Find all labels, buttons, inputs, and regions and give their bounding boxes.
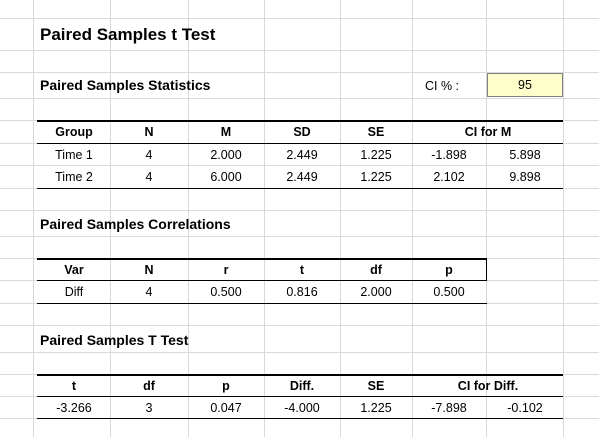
ttest-col-p: p [222,379,230,393]
corr-cell: 4 [145,285,153,299]
page-title: Paired Samples t Test [40,25,216,44]
stats-cell: 2.449 [286,148,318,162]
stats-cell: 1.225 [360,170,392,184]
ttest-col-ci: CI for Diff. [457,379,519,393]
correlations-heading: Paired Samples Correlations [40,216,231,232]
ttest-col-t: t [71,379,77,393]
corr-col-r: r [223,263,229,277]
ci-input-cell[interactable]: 95 [487,73,563,97]
stats-cell: 4 [145,148,153,162]
ci-label: CI % : [425,79,460,93]
corr-cell: 0.500 [210,285,242,299]
ttest-col-df: df [143,379,155,393]
stats-cell: 9.898 [509,170,541,184]
correlations-top-rule [37,258,487,260]
correlations-bottom-rule [37,303,487,304]
stats-col-sd: SD [293,125,311,139]
corr-col-n: N [144,263,154,277]
ttest-cell: -3.266 [56,401,92,415]
ttest-cell: -0.102 [507,401,543,415]
ttest-top-rule [37,374,563,376]
corr-cell: Diff [64,285,84,299]
stats-cell: 2.102 [433,170,465,184]
statistics-heading: Paired Samples Statistics [40,77,211,93]
corr-col-t: t [299,263,305,277]
ttest-cell: 3 [145,401,153,415]
ttest-header-rule [37,396,563,397]
ttest-cell: 1.225 [360,401,392,415]
stats-cell: 1.225 [360,148,392,162]
stats-col-se: SE [367,125,385,139]
ttest-bottom-rule [37,418,563,419]
corr-cell: 0.816 [286,285,318,299]
stats-cell: 5.898 [509,148,541,162]
stats-col-ci: CI for M [464,125,512,139]
ttest-cell: -4.000 [284,401,320,415]
statistics-bottom-rule [37,188,563,189]
stats-cell: 6.000 [210,170,242,184]
stats-cell: -1.898 [431,148,467,162]
corr-cell: 2.000 [360,285,392,299]
stats-cell: 2.000 [210,148,242,162]
stats-col-n: N [144,125,154,139]
corr-col-var: Var [64,263,84,277]
corr-col-df: df [370,263,382,277]
ttest-cell: -7.898 [431,401,467,415]
stats-cell: 4 [145,170,153,184]
statistics-top-rule [37,120,563,122]
statistics-header-rule [37,143,563,144]
ttest-cell: 0.047 [210,401,242,415]
correlations-right-border [486,258,487,280]
corr-cell: 0.500 [433,285,465,299]
ttest-heading: Paired Samples T Test [40,332,189,348]
ttest-col-se: SE [367,379,385,393]
stats-col-group: Group [55,125,93,139]
stats-cell: 2.449 [286,170,318,184]
corr-col-p: p [445,263,453,277]
stats-cell: Time 2 [55,170,93,184]
ttest-col-diff: Diff. [289,379,315,393]
stats-col-m: M [220,125,232,139]
stats-cell: Time 1 [55,148,93,162]
correlations-header-rule [37,280,487,281]
